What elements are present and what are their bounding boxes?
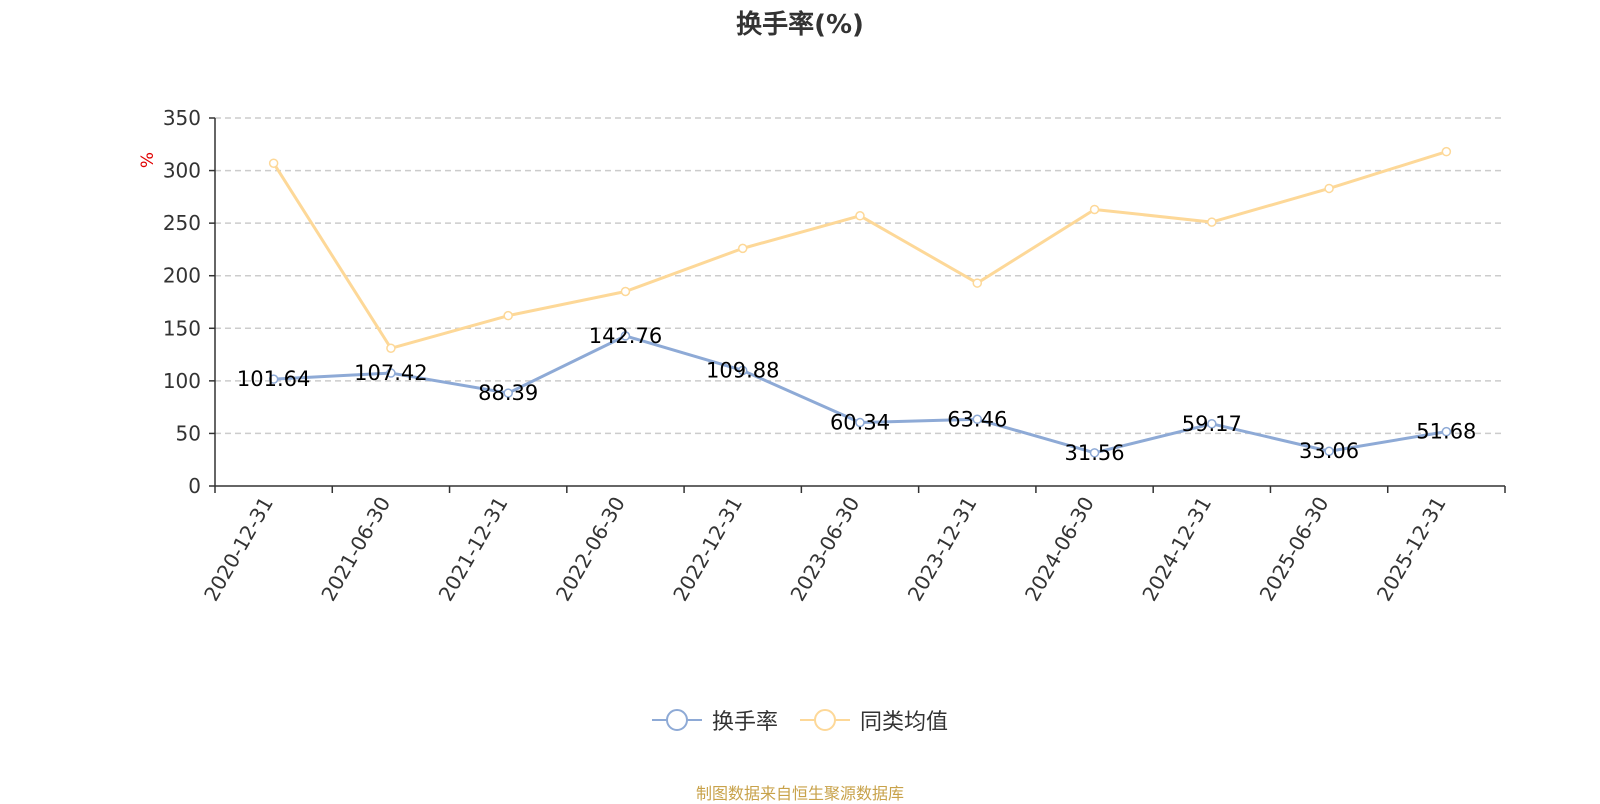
series-2-point — [1207, 217, 1217, 227]
data-label: 60.34 — [830, 411, 890, 435]
series-2-point — [1441, 146, 1452, 157]
series-1-point — [855, 417, 865, 428]
series-1-point — [620, 331, 631, 341]
data-label: 88.39 — [478, 381, 538, 405]
x-tick-label: 2025-12-31 — [1372, 493, 1451, 606]
x-tick-label: 2025-06-30 — [1255, 493, 1334, 606]
legend-marker-series-1 — [651, 709, 702, 731]
series-2-point — [972, 278, 983, 288]
series-2-point — [620, 286, 631, 297]
line-chart: 0 50 100 150 200 250 300 350 2020-12-31 2021-06-3… — [138, 106, 1506, 606]
y-tick-label: 250 — [163, 211, 201, 235]
series-2-point — [386, 343, 396, 354]
data-label: 59.17 — [1182, 412, 1242, 436]
data-label: 101.64 — [237, 367, 310, 391]
x-tick-label: 2020-12-31 — [199, 493, 278, 606]
axes: 0 50 100 150 200 250 300 350 2020-12-31 2021-06-3… — [163, 106, 1506, 606]
series-1-point — [268, 374, 279, 384]
y-tick-label: 100 — [163, 369, 201, 393]
x-tick-label: 2023-12-31 — [903, 493, 982, 606]
series-2-point — [1089, 204, 1100, 215]
x-tick-label: 2021-12-31 — [434, 493, 513, 606]
data-label: 31.56 — [1064, 441, 1124, 465]
x-tick-label: 2024-12-31 — [1137, 493, 1216, 606]
series-1-point — [972, 414, 983, 425]
x-tick-label: 2021-06-30 — [316, 493, 395, 606]
y-axis-unit-label: % — [138, 152, 158, 168]
y-tick-label: 50 — [176, 421, 201, 445]
series-1-point — [503, 388, 513, 398]
data-labels: 101.64 107.42 88.39 142.76 109.88 60.34 63.46 3… — [237, 324, 1477, 465]
series-2-point — [855, 211, 865, 221]
x-tick-label: 2024-06-30 — [1020, 493, 1099, 606]
legend-item-series-1[interactable]: 换手率 — [651, 704, 778, 736]
series-2-point — [268, 158, 279, 168]
series-1-point — [1207, 419, 1217, 429]
x-tick-label: 2022-12-31 — [668, 493, 747, 606]
series-2-point — [1324, 183, 1334, 194]
chart-title: 换手率(%) — [736, 10, 864, 40]
series-1-point — [1324, 446, 1334, 456]
series-1-point — [1089, 448, 1100, 458]
y-tick-label: 150 — [163, 316, 201, 340]
legend: 换手率 同类均值 — [0, 704, 1600, 736]
y-tick-label: 0 — [188, 474, 201, 498]
legend-marker-series-2 — [800, 709, 850, 731]
data-label: 142.76 — [589, 324, 662, 348]
legend-item-series-2[interactable]: 同类均值 — [800, 704, 948, 736]
series-1-point — [386, 368, 396, 378]
y-tick-label: 200 — [163, 264, 201, 288]
data-label: 51.68 — [1416, 420, 1476, 444]
source-note: 制图数据来自恒生聚源数据库 — [695, 784, 904, 803]
legend-label-series-1: 换手率 — [711, 710, 778, 735]
data-label: 33.06 — [1299, 439, 1359, 463]
data-label: 109.88 — [706, 358, 779, 382]
x-tick-label: 2023-06-30 — [785, 493, 864, 606]
series-2-point — [737, 243, 748, 254]
grid-lines — [215, 117, 1505, 435]
y-tick-label: 300 — [163, 159, 201, 183]
series-line-2 — [272, 150, 1447, 350]
y-tick-label: 350 — [163, 106, 201, 130]
data-label: 63.46 — [947, 407, 1007, 431]
series-line-1 — [273, 334, 1447, 455]
x-tick-label: 2022-06-30 — [551, 493, 630, 606]
series-1-point — [737, 365, 748, 376]
series-2-point — [503, 310, 513, 321]
series-1-point — [1441, 426, 1452, 437]
series-lines — [268, 146, 1452, 458]
data-label: 107.42 — [354, 361, 427, 385]
legend-label-series-2: 同类均值 — [860, 710, 949, 735]
